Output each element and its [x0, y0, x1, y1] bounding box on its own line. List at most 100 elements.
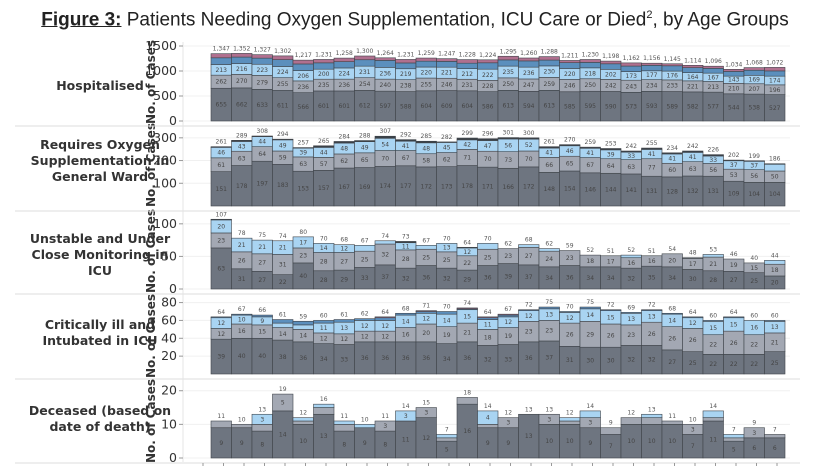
bar-total-label: 64: [730, 309, 738, 316]
bar-total-label: 259: [585, 139, 597, 146]
bar-segment: [764, 163, 786, 172]
bar-segment: [518, 57, 540, 62]
bar-total-label: 78: [238, 230, 246, 237]
bar-segment-label: 39: [607, 151, 615, 158]
bar-segment-label: 12: [320, 335, 328, 342]
bar-segment-label: 21: [771, 339, 779, 346]
bar-segment: [456, 62, 478, 69]
bar-segment-label: 588: [400, 103, 412, 110]
bar-segment-label: 151: [216, 186, 228, 193]
bar-total-label: 73: [402, 233, 410, 240]
bar-segment-label: 14: [443, 317, 451, 324]
bar-segment-label: 18: [586, 258, 594, 265]
bar-segment: [374, 317, 396, 321]
bar-segment-label: 238: [400, 83, 412, 90]
bar-segment-label: 28: [320, 259, 328, 266]
bar-segment: [436, 58, 458, 62]
bar-total-label: 60: [771, 312, 779, 319]
bar-total-label: 12: [566, 410, 574, 417]
bar-total-label: 1,247: [438, 51, 455, 58]
bar-segment-label: 25: [443, 257, 451, 264]
bar-segment-label: 213: [216, 67, 228, 74]
bar-segment-label: 8: [342, 442, 346, 449]
bar-total-label: 74: [463, 300, 471, 307]
bar-total-label: 70: [484, 235, 492, 242]
bar-segment-label: 221: [441, 70, 453, 77]
bar-segment-label: 259: [544, 81, 556, 88]
bar-segment-label: 21: [238, 242, 246, 249]
bar-segment-label: 15: [258, 329, 266, 336]
bar-total-label: 62: [504, 241, 512, 248]
bar-total-label: 296: [482, 131, 494, 138]
bar-segment-label: 9: [363, 440, 367, 447]
bar-segment: [702, 320, 724, 322]
bar-segment: [620, 312, 642, 314]
bar-segment-label: 594: [523, 103, 535, 110]
bar-segment-label: 77: [648, 164, 656, 171]
bar-segment-label: 64: [258, 151, 266, 158]
bar-segment-label: 32: [648, 357, 656, 364]
bar-segment: [538, 146, 560, 149]
bar-segment: [682, 65, 704, 68]
bar-segment: [251, 54, 273, 59]
bar-total-label: 1,072: [766, 59, 783, 66]
bar-segment-label: 13: [443, 245, 451, 252]
bar-total-label: 294: [277, 131, 289, 138]
bar-segment-label: 10: [238, 317, 246, 324]
bar-segment: [743, 69, 765, 76]
bar-segment-label: 45: [443, 144, 451, 151]
bar-segment: [559, 417, 581, 422]
bar-segment: [477, 316, 499, 319]
bar-segment-label: 219: [400, 71, 412, 78]
bar-segment-label: 36: [422, 274, 430, 281]
bar-segment: [436, 141, 458, 143]
bar-segment: [272, 319, 294, 324]
bar-segment-label: 3: [691, 426, 695, 433]
bar-segment-label: 27: [525, 253, 533, 260]
bar-total-label: 51: [648, 248, 656, 255]
bar-segment-label: 655: [216, 102, 228, 109]
bar-segment-label: 26: [689, 337, 697, 344]
bar-segment-label: 46: [217, 150, 225, 157]
bar-segment-label: 26: [668, 335, 676, 342]
bar-segment-label: 220: [564, 71, 576, 78]
bar-segment-label: 255: [277, 81, 289, 88]
bar-segment-label: 32: [381, 251, 389, 258]
panel-label-intubated: Critically ill and Intubated in ICU: [42, 317, 158, 348]
bar-segment: [641, 65, 663, 72]
bar-segment: [292, 236, 314, 249]
bar-segment-label: 213: [708, 84, 720, 91]
bar-segment-label: 662: [236, 101, 248, 108]
bar-segment-label: 593: [646, 103, 658, 110]
bar-segment-label: 12: [381, 334, 389, 341]
bar-segment-label: 67: [402, 155, 410, 162]
bar-segment-label: 12: [361, 334, 369, 341]
bar-segment-label: 37: [545, 354, 553, 361]
bar-total-label: 288: [359, 133, 371, 140]
bar-segment-label: 228: [482, 83, 494, 90]
bar-segment-label: 23: [299, 252, 307, 259]
bar-total-label: 1,145: [664, 56, 681, 63]
bar-segment-label: 11: [484, 321, 492, 328]
bar-segment-label: 33: [361, 275, 369, 282]
bar-total-label: 40: [750, 255, 758, 262]
bar-segment: [538, 59, 560, 67]
bar-segment-label: 3: [547, 416, 551, 423]
bar-segment-label: 34: [607, 275, 615, 282]
bar-segment: [497, 137, 519, 140]
bar-total-label: 48: [689, 250, 697, 257]
bar-segment-label: 224: [277, 69, 289, 76]
bar-segment-label: 13: [627, 316, 635, 323]
bar-total-label: 68: [340, 237, 348, 244]
bar-segment: [579, 146, 601, 149]
bar-segment-label: 128: [667, 188, 679, 195]
bar-segment-label: 157: [318, 185, 330, 192]
bar-segment-label: 39: [217, 354, 225, 361]
bar-segment: [723, 69, 745, 72]
bar-segment-label: 34: [545, 275, 553, 282]
bar-segment-label: 206: [298, 73, 310, 80]
bar-segment: [723, 316, 745, 319]
bar-segment: [518, 60, 540, 68]
bar-total-label: 14: [586, 403, 594, 410]
bar-segment: [313, 407, 335, 415]
